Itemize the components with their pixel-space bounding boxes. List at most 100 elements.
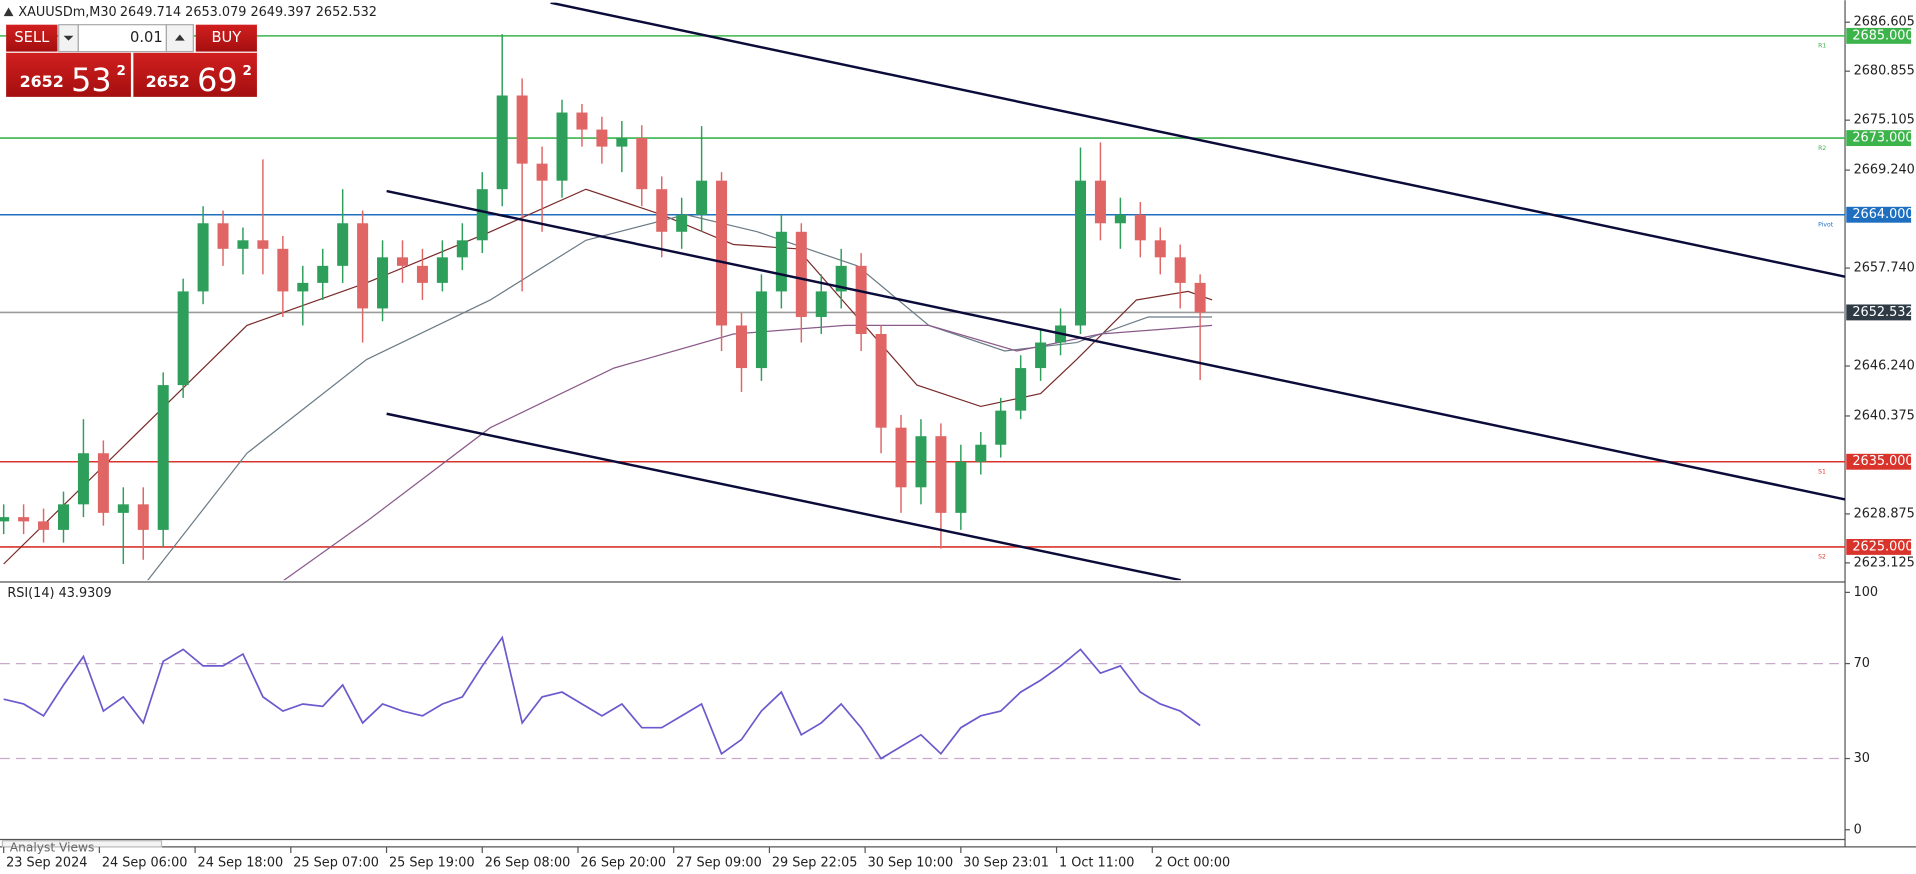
- trend-lines: [386, 2, 1846, 581]
- candle-body: [1094, 180, 1106, 224]
- x-tick-label: 24 Sep 18:00: [198, 855, 284, 870]
- buy-label: BUY: [211, 29, 241, 46]
- sell-button[interactable]: [6, 24, 58, 52]
- y-tick-label: 2669.240: [1854, 163, 1915, 178]
- candle-body: [137, 504, 149, 530]
- sell-price-box[interactable]: [6, 52, 131, 97]
- candle-body: [297, 282, 309, 292]
- candle-body: [18, 517, 30, 522]
- candle-body: [117, 504, 129, 513]
- price-main: 69: [197, 61, 237, 99]
- candle-body: [337, 223, 349, 266]
- candle-body: [1134, 214, 1146, 241]
- moving-average: [147, 214, 1213, 581]
- x-tick-label: 26 Sep 08:00: [485, 855, 571, 870]
- candle-body: [77, 453, 89, 505]
- x-tick-label: 30 Sep 10:00: [868, 855, 954, 870]
- candle-body: [456, 240, 468, 258]
- candle-body: [656, 189, 668, 232]
- candle-body: [237, 240, 249, 249]
- candle-body: [516, 95, 528, 164]
- x-tick-label: 27 Sep 09:00: [676, 855, 762, 870]
- candle-body: [476, 189, 488, 241]
- y-tick-label: 2640.375: [1854, 408, 1915, 423]
- candle-body: [217, 223, 229, 249]
- y-tick-label: 2623.125: [1854, 555, 1915, 570]
- candle-body: [596, 129, 608, 147]
- candle-body: [496, 95, 508, 190]
- candle-body: [895, 427, 907, 488]
- candle-body: [416, 265, 428, 283]
- x-tick-label: 2 Oct 00:00: [1155, 855, 1230, 870]
- trend-line: [386, 189, 1846, 501]
- candle-body: [1015, 368, 1027, 411]
- analyst-tab[interactable]: [1, 840, 163, 848]
- trend-line: [550, 2, 1846, 278]
- x-tick-label: 30 Sep 23:01: [963, 855, 1049, 870]
- candle-body: [177, 291, 189, 386]
- candle-body: [1154, 240, 1166, 258]
- level-tag: R1: [1818, 43, 1826, 50]
- level-label: 2625.000: [1852, 539, 1913, 554]
- y-tick-label: 2657.740: [1854, 261, 1915, 276]
- symbol: XAUUSDm,M30: [18, 5, 116, 20]
- candle-body: [357, 223, 369, 309]
- price-big: 2652: [146, 72, 190, 91]
- candle-body: [1114, 214, 1126, 224]
- candle-body: [696, 180, 708, 215]
- level-tag: S2: [1818, 554, 1826, 561]
- candle-body: [835, 265, 847, 292]
- candle-body: [735, 325, 747, 369]
- y-tick-label: 2675.105: [1854, 113, 1915, 128]
- level-label: 2652.532: [1852, 305, 1913, 320]
- candle-body: [815, 291, 827, 317]
- candle-body: [855, 265, 867, 334]
- level-label-box: [1846, 304, 1912, 321]
- candle-body: [97, 453, 109, 513]
- candle-body: [755, 291, 767, 369]
- candle-body: [1035, 342, 1047, 369]
- moving-average: [3, 188, 1213, 565]
- candle-body: [775, 231, 787, 292]
- level-label-box: [1846, 538, 1912, 555]
- candle-body: [935, 436, 947, 513]
- rsi-title: RSI(14) 43.9309: [7, 586, 111, 601]
- candle-body: [576, 112, 588, 130]
- price-main: 53: [71, 61, 111, 99]
- x-tick-label: 25 Sep 07:00: [293, 855, 379, 870]
- candle-body: [795, 231, 807, 317]
- level-tag: R2: [1818, 145, 1826, 152]
- y-tick-label: 70: [1854, 656, 1870, 671]
- x-tick-label: 1 Oct 11:00: [1059, 855, 1134, 870]
- candle-body: [995, 410, 1007, 445]
- candle-body: [277, 248, 289, 292]
- candle-body: [1074, 180, 1086, 326]
- level-label-box: [1846, 206, 1912, 223]
- trade-panel: SELL 0.01 BUY 2652 53 2 2652 69 2: [6, 24, 257, 99]
- y-tick-label: 2686.605: [1854, 15, 1915, 30]
- y-tick-label: 2646.240: [1854, 359, 1915, 374]
- ohlc: 2649.714 2653.079 2649.397 2652.532: [120, 5, 377, 20]
- sell-label: SELL: [14, 29, 50, 46]
- y-tick-label: 30: [1854, 751, 1870, 766]
- level-label: 2664.000: [1852, 207, 1913, 222]
- candle-body: [436, 257, 448, 283]
- buy-button[interactable]: [195, 24, 257, 52]
- price-big: 2652: [20, 72, 64, 91]
- candle-body: [875, 333, 887, 428]
- buy-price-box[interactable]: [133, 52, 257, 97]
- candle-body: [317, 265, 329, 283]
- x-tick-label: 29 Sep 22:05: [772, 855, 858, 870]
- y-tick-label: 2628.875: [1854, 506, 1915, 521]
- candle-body: [955, 461, 967, 513]
- candle-body: [975, 444, 987, 462]
- sell-price: 2652 53 2: [20, 61, 126, 99]
- y-tick-label: 100: [1854, 585, 1879, 600]
- candle-body: [1174, 257, 1186, 283]
- candle-body: [396, 257, 408, 266]
- collapse-icon[interactable]: [3, 7, 14, 17]
- candle-body: [57, 504, 69, 530]
